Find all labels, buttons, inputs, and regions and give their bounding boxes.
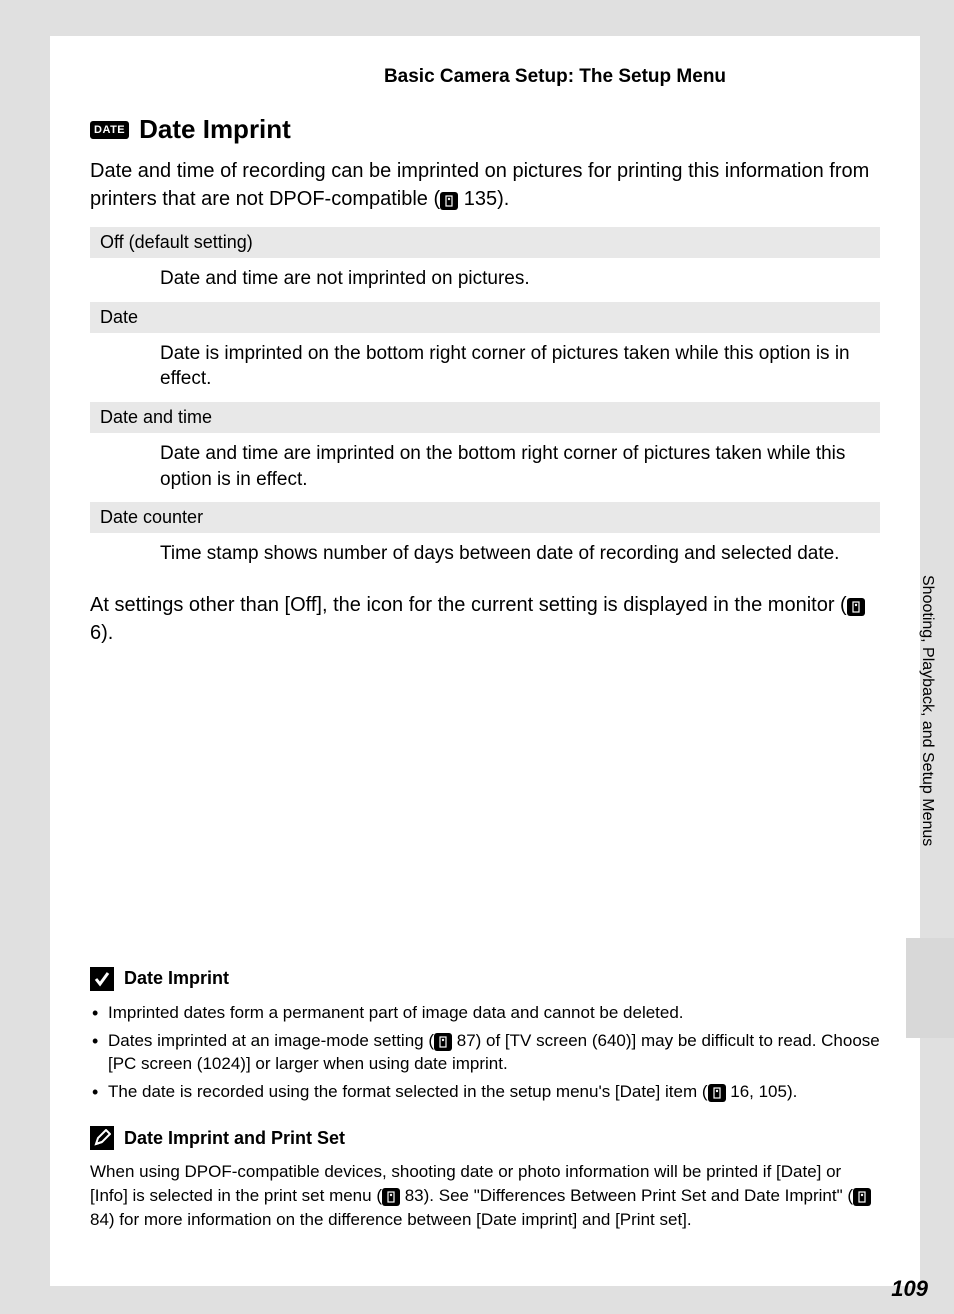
note-heading: Date Imprint [90, 967, 880, 991]
after-paragraph: At settings other than [Off], the icon f… [90, 591, 880, 647]
note-heading-text: Date Imprint and Print Set [124, 1128, 345, 1149]
page-ref-icon [853, 1188, 871, 1206]
page-number: 109 [891, 1276, 928, 1302]
option-body: Date and time are not imprinted on pictu… [90, 258, 880, 302]
page-header-title: Basic Camera Setup: The Setup Menu [230, 66, 880, 88]
note-body: When using DPOF-compatible devices, shoo… [90, 1160, 880, 1231]
option-header: Date and time [90, 402, 880, 433]
option-header: Date counter [90, 502, 880, 533]
manual-page: Basic Camera Setup: The Setup Menu DATE … [50, 36, 920, 1286]
page-ref-icon [382, 1188, 400, 1206]
note-heading: Date Imprint and Print Set [90, 1126, 880, 1150]
note-bullet-list: Imprinted dates form a permanent part of… [90, 1001, 880, 1104]
options-table: Off (default setting) Date and time are … [90, 227, 880, 577]
option-header: Off (default setting) [90, 227, 880, 258]
list-item: Imprinted dates form a permanent part of… [90, 1001, 880, 1025]
check-icon [90, 967, 114, 991]
option-header: Date [90, 302, 880, 333]
bullet-text-ref: 16, 105). [730, 1082, 797, 1101]
bullet-text: Imprinted dates form a permanent part of… [108, 1003, 684, 1022]
list-item: Dates imprinted at an image-mode setting… [90, 1029, 880, 1077]
list-item: The date is recorded using the format se… [90, 1080, 880, 1104]
note-body-mid: 83). See "Differences Between Print Set … [405, 1186, 853, 1205]
side-section-label: Shooting, Playback, and Setup Menus [918, 575, 936, 846]
bullet-text-pre: The date is recorded using the format se… [108, 1082, 708, 1101]
side-tab [906, 938, 954, 1038]
bullet-text-pre: Dates imprinted at an image-mode setting… [108, 1031, 434, 1050]
page-ref-icon [847, 598, 865, 616]
intro-paragraph: Date and time of recording can be imprin… [90, 157, 880, 213]
after-text-before: At settings other than [Off], the icon f… [90, 594, 847, 616]
option-body: Date is imprinted on the bottom right co… [90, 333, 880, 402]
page-ref-icon [708, 1084, 726, 1102]
section-heading-text: Date Imprint [139, 114, 291, 145]
pencil-icon [90, 1126, 114, 1150]
date-icon: DATE [90, 121, 129, 139]
after-ref-num: 6). [90, 622, 113, 644]
option-body: Date and time are imprinted on the botto… [90, 433, 880, 502]
note-heading-text: Date Imprint [124, 968, 229, 989]
page-ref-icon [440, 192, 458, 210]
note-body-post: 84) for more information on the differen… [90, 1210, 692, 1229]
notes-section: Date Imprint Imprinted dates form a perm… [90, 967, 880, 1232]
page-ref-icon [434, 1033, 452, 1051]
option-body: Time stamp shows number of days between … [90, 533, 880, 577]
section-heading: DATE Date Imprint [90, 114, 880, 145]
intro-ref-num: 135). [464, 188, 510, 210]
